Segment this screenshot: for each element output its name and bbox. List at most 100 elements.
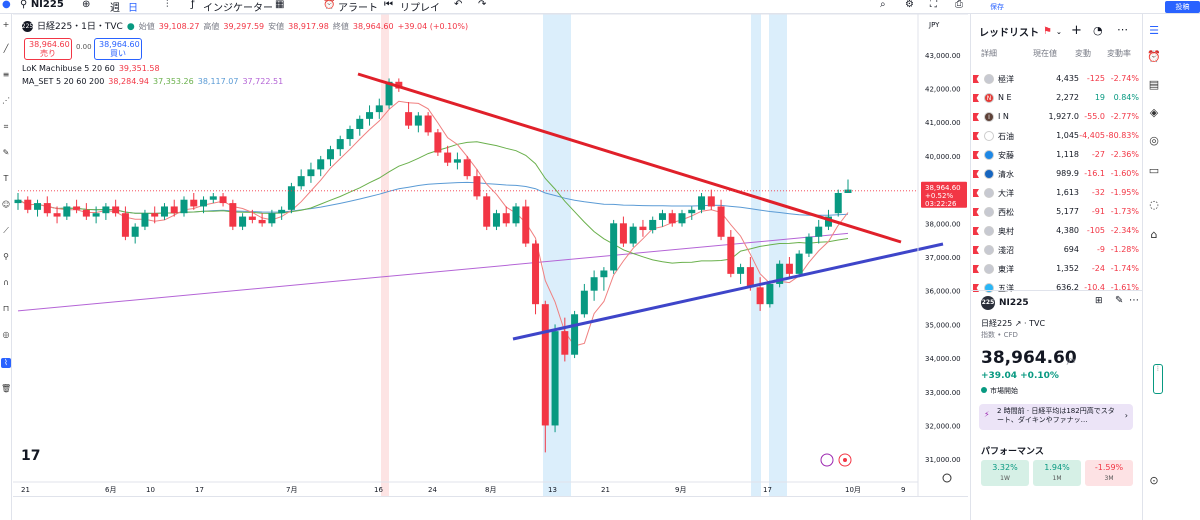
edit-icon[interactable]: ✎ xyxy=(1115,295,1124,306)
watchlist-title[interactable]: レッドリスト xyxy=(979,28,1039,39)
watchlist-row[interactable]: 安藤 1,118 -27 -2.36% xyxy=(971,146,1143,165)
row-symbol: I N xyxy=(998,112,1009,121)
detail-symbol[interactable]: NI225 xyxy=(999,298,1029,308)
watchlist-row[interactable]: 大洋 1,613 -32 -1.95% xyxy=(971,184,1143,203)
red-flag-icon[interactable] xyxy=(973,94,979,102)
indicators-icon[interactable]: ƒ xyxy=(191,0,195,10)
magnet-icon[interactable]: ∩ xyxy=(3,278,9,287)
change-value: +39.04 (+0.10%) xyxy=(397,21,469,31)
lock-icon[interactable]: ⊓ xyxy=(2,304,10,313)
watchlist-row[interactable]: N N E 2,272 19 0.84% xyxy=(971,89,1143,108)
notifications-icon[interactable]: ⌂ xyxy=(1150,228,1158,241)
data-window-icon[interactable]: ▤ xyxy=(1148,78,1160,91)
alert-button[interactable]: アラート xyxy=(338,3,378,14)
candle-body xyxy=(610,223,618,271)
trading-panel-toggle[interactable]: ⋮ xyxy=(1153,364,1163,394)
alert-icon[interactable]: ⏰ xyxy=(323,0,336,10)
red-flag-icon[interactable] xyxy=(973,113,979,121)
watchlist-row[interactable]: 西松 5,177 -91 -1.73% xyxy=(971,203,1143,222)
interval-button[interactable]: 週 xyxy=(110,3,120,14)
sell-button[interactable]: 38,964.60 売り xyxy=(24,38,72,60)
settings-icon[interactable]: ⚙ xyxy=(905,0,914,10)
watchlist-row[interactable]: 淺沼 694 -9 -1.28% xyxy=(971,241,1143,260)
fib-icon[interactable]: ≡ xyxy=(2,70,10,79)
grid-icon[interactable]: ⊞ xyxy=(1095,296,1103,306)
projection-icon[interactable]: ⌗ xyxy=(3,122,9,131)
watchlist-row[interactable]: 石油 1,045 -4,405 -80.83% xyxy=(971,127,1143,146)
chat-icon[interactable]: ▭ xyxy=(1148,164,1160,177)
ruler-icon[interactable]: ⟋ xyxy=(3,226,9,235)
tree-icon[interactable]: ⌇ xyxy=(1,358,11,368)
red-flag-icon[interactable] xyxy=(973,246,979,254)
symbol-search-button[interactable]: ⚲ NI225 xyxy=(20,0,64,10)
detail-name[interactable]: 日経225 ↗ · TVC xyxy=(981,319,1046,328)
buy-button[interactable]: 38,964.60 買い xyxy=(94,38,142,60)
save-layout-button[interactable]: 保存 xyxy=(990,3,1004,11)
indicator-2[interactable]: MA_SET 5 20 60 200 38,284.94 37,353.26 3… xyxy=(22,76,284,86)
templates-icon[interactable]: ▦ xyxy=(275,0,285,10)
replay-button[interactable]: リプレイ xyxy=(400,3,440,14)
red-flag-icon[interactable] xyxy=(973,284,979,292)
red-flag-icon[interactable] xyxy=(973,265,979,273)
snapshot-icon[interactable]: ⎙ xyxy=(955,0,963,10)
indicators-button[interactable]: インジケーター xyxy=(203,3,273,14)
chevron-down-icon[interactable]: ⌄ xyxy=(1055,27,1062,36)
ideas-icon[interactable]: ◎ xyxy=(1149,134,1159,147)
price-chart[interactable]: JPY 43,000.00 42,000.00 41,000.00 40,000.00 3… xyxy=(13,14,968,496)
red-flag-icon[interactable] xyxy=(973,208,979,216)
red-flag-icon[interactable] xyxy=(973,132,979,140)
alerts-icon[interactable]: ⏰ xyxy=(1147,50,1161,63)
news-item[interactable]: ⚡ 2 時間前 · 日経平均は182円高でスタート、ダイキンやファナッ… › xyxy=(979,404,1133,430)
bar-countdown-label: 03:22:26 xyxy=(925,200,957,208)
red-flag-icon[interactable] xyxy=(973,151,979,159)
red-flag-icon[interactable] xyxy=(973,227,979,235)
zoom-icon[interactable]: ⚲ xyxy=(3,252,9,261)
red-flag-icon[interactable] xyxy=(973,170,979,178)
publish-button[interactable]: 投稿 xyxy=(1165,1,1200,13)
more-icon[interactable]: ⋯ xyxy=(1129,295,1139,306)
watchlist-row[interactable]: I I N 1,927.0 -55.0 -2.77% xyxy=(971,108,1143,127)
red-flag-icon[interactable] xyxy=(973,189,979,197)
legend-title[interactable]: 日経225・1日・TVC xyxy=(37,21,123,32)
fullscreen-icon[interactable]: ⛶ xyxy=(930,0,937,10)
indicator-1[interactable]: LoK Machibuse 5 20 60 39,351.58 xyxy=(22,63,160,73)
candle-body xyxy=(649,219,657,231)
perf-tile-3m[interactable]: -1.59% 3M xyxy=(1085,460,1133,486)
quick-search-icon[interactable]: ⌕ xyxy=(880,0,886,10)
add-symbol-icon[interactable]: + xyxy=(1071,23,1082,38)
chart-type-button[interactable]: 日 xyxy=(128,3,138,14)
watchlist-row[interactable]: 五洋 636.2 -10.4 -1.61% xyxy=(971,279,1143,298)
text-icon[interactable]: T xyxy=(3,174,9,183)
watchlist-icon[interactable]: ☰ xyxy=(1149,24,1159,37)
redo-icon[interactable]: ↷ xyxy=(478,0,487,10)
perf-tile-1m[interactable]: 1.94% 1M xyxy=(1033,460,1081,486)
watchlist-row[interactable]: 極洋 4,435 -125 -2.74% xyxy=(971,70,1143,89)
trendline-icon[interactable]: ╱ xyxy=(3,44,9,53)
ma-5-line xyxy=(17,100,849,347)
smile-icon[interactable]: ☺ xyxy=(1,200,11,209)
company-logo-icon xyxy=(984,169,994,179)
layers-icon[interactable]: ◈ xyxy=(1149,106,1159,119)
pattern-icon[interactable]: ⋰ xyxy=(2,96,10,105)
brush-icon[interactable]: ✎ xyxy=(2,148,10,157)
watchlist-row[interactable]: 清水 989.9 -16.1 -1.60% xyxy=(971,165,1143,184)
row-change: -27 xyxy=(1091,150,1105,159)
candles-icon[interactable]: ⫶ xyxy=(166,0,169,10)
undo-icon[interactable]: ↶ xyxy=(454,0,463,10)
perf-tile-1w[interactable]: 3.32% 1W xyxy=(981,460,1029,486)
watchlist-row[interactable]: 奥村 4,380 -105 -2.34% xyxy=(971,222,1143,241)
company-logo-icon xyxy=(984,226,994,236)
candle-body xyxy=(190,199,198,207)
screener-icon[interactable]: ◌ xyxy=(1149,198,1159,211)
visibility-icon[interactable]: ◎ xyxy=(2,330,10,339)
trash-icon[interactable]: 🗑 xyxy=(1,384,12,393)
replay-icon[interactable]: ⏮ xyxy=(384,0,393,10)
help-icon[interactable]: ⊙ xyxy=(1149,474,1159,487)
compare-symbol-icon[interactable]: ⊕ xyxy=(82,0,91,10)
candle-body xyxy=(180,199,188,214)
watchlist-settings-icon[interactable]: ◔ xyxy=(1093,24,1103,37)
watchlist-row[interactable]: 東洋 1,352 -24 -1.74% xyxy=(971,260,1143,279)
more-icon[interactable]: ⋯ xyxy=(1117,23,1128,36)
red-flag-icon[interactable] xyxy=(973,75,979,83)
crosshair-icon[interactable]: + xyxy=(2,20,10,29)
